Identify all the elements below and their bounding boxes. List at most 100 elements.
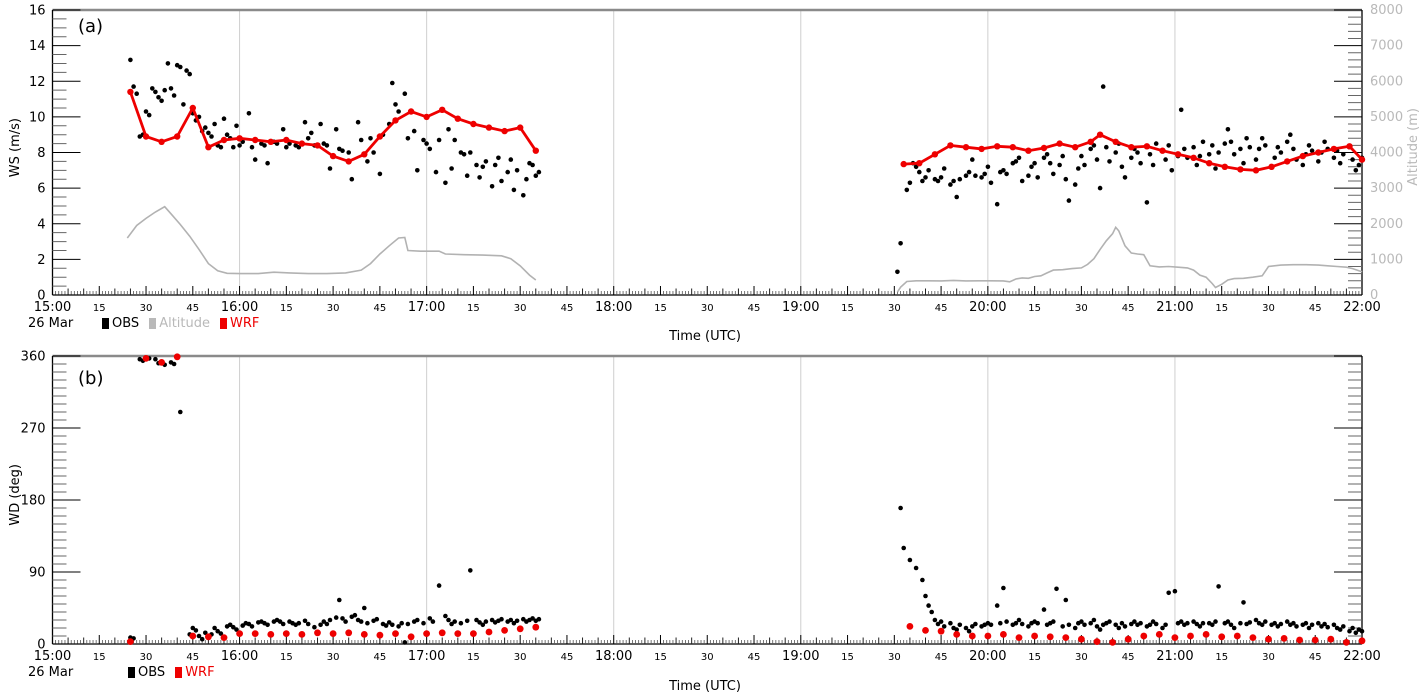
panel-a-label: (a)	[78, 16, 104, 37]
svg-text:16:00: 16:00	[221, 300, 258, 315]
svg-text:15: 15	[93, 652, 106, 663]
svg-text:19:00: 19:00	[782, 300, 819, 315]
svg-text:4000: 4000	[1370, 146, 1403, 161]
legend-item-wrf: WRF	[220, 316, 259, 331]
panel-b-y-axis-title: WD (deg)	[8, 464, 23, 526]
svg-text:15: 15	[467, 303, 480, 314]
svg-text:14: 14	[29, 39, 46, 54]
svg-text:2000: 2000	[1370, 217, 1403, 232]
svg-text:45: 45	[374, 652, 387, 663]
svg-text:6: 6	[37, 182, 45, 197]
panel-b-label: (b)	[78, 368, 104, 389]
panel-a-x-labels: 15:00 16:00 17:00 18:00 19:00 20:00 21:00 22:00…	[34, 300, 1381, 315]
altitude-swatch	[149, 318, 157, 329]
panel-b-right-ticks	[1334, 355, 1362, 645]
svg-text:17:00: 17:00	[408, 300, 445, 315]
svg-text:19:00: 19:00	[782, 649, 819, 664]
svg-text:6000: 6000	[1370, 74, 1403, 89]
svg-text:45: 45	[374, 303, 387, 314]
svg-text:3000: 3000	[1370, 181, 1403, 196]
panel-b-legend: OBS WRF	[128, 665, 215, 680]
panel-a: 0 1000 2000 3000 4000 5000 6000 7000 8000 0 2 4 6 8 10…	[29, 3, 1403, 315]
svg-text:45: 45	[1309, 303, 1322, 314]
svg-text:0: 0	[1370, 288, 1378, 303]
wrf-swatch-b	[175, 667, 183, 678]
svg-text:15: 15	[93, 303, 106, 314]
svg-text:180: 180	[21, 494, 46, 509]
svg-text:17:00: 17:00	[408, 649, 445, 664]
svg-text:45: 45	[561, 303, 574, 314]
svg-text:15:00: 15:00	[34, 649, 71, 664]
svg-text:2: 2	[37, 253, 45, 268]
svg-text:30: 30	[514, 652, 527, 663]
panel-a-series-obs	[128, 57, 1365, 275]
svg-text:30: 30	[1262, 303, 1275, 314]
svg-text:15: 15	[1215, 652, 1228, 663]
svg-text:8000: 8000	[1370, 3, 1403, 18]
panel-b-y-labels: 0 90 180 270 360	[21, 350, 46, 653]
svg-text:45: 45	[186, 652, 199, 663]
legend-item-altitude: Altitude	[149, 316, 210, 331]
panel-b-gridlines	[239, 356, 1176, 644]
panel-a-date-label: 26 Mar	[28, 316, 74, 331]
svg-text:30: 30	[1262, 652, 1275, 663]
panel-a-legend: OBS Altitude WRF	[102, 316, 259, 331]
svg-text:360: 360	[21, 350, 46, 365]
svg-text:15: 15	[1215, 303, 1228, 314]
svg-text:15: 15	[280, 303, 293, 314]
legend-label-altitude: Altitude	[159, 316, 210, 331]
svg-text:16: 16	[29, 4, 46, 19]
svg-text:30: 30	[888, 652, 901, 663]
svg-text:0: 0	[37, 638, 45, 653]
panel-a-series-altitude	[126, 205, 1363, 293]
svg-text:30: 30	[140, 652, 153, 663]
svg-text:45: 45	[561, 652, 574, 663]
svg-text:270: 270	[21, 422, 46, 437]
svg-text:5000: 5000	[1370, 110, 1403, 125]
svg-text:15: 15	[841, 652, 854, 663]
svg-text:21:00: 21:00	[1156, 649, 1193, 664]
svg-text:30: 30	[327, 652, 340, 663]
obs-swatch-b	[128, 667, 135, 678]
panel-b-series-wrf	[126, 353, 1366, 646]
svg-text:30: 30	[514, 303, 527, 314]
svg-text:15: 15	[1028, 652, 1041, 663]
legend-label-obs-b: OBS	[138, 665, 166, 680]
panel-a-series-wrf	[127, 88, 1366, 174]
svg-text:30: 30	[701, 652, 714, 663]
panel-a-x-axis-title: Time (UTC)	[669, 329, 741, 344]
svg-text:20:00: 20:00	[969, 649, 1006, 664]
panel-b-x-labels: 15:00 16:00 17:00 18:00 19:00 20:00 21:00 22:00…	[34, 649, 1381, 664]
panel-a-y-labels: 0 2 4 6 8 10 12 14 16	[29, 4, 46, 304]
wrf-swatch	[220, 318, 227, 329]
svg-text:10: 10	[29, 110, 46, 125]
svg-text:4: 4	[37, 217, 45, 232]
svg-text:45: 45	[1122, 303, 1135, 314]
panel-a-right-ticks: 0 1000 2000 3000 4000 5000 6000 7000 8000	[1334, 3, 1403, 303]
svg-text:45: 45	[748, 303, 761, 314]
panel-b-y-ticks	[52, 355, 81, 645]
svg-text:22:00: 22:00	[1343, 300, 1380, 315]
legend-label-wrf-b: WRF	[185, 665, 215, 680]
svg-text:15:00: 15:00	[34, 300, 71, 315]
legend-item-obs-b: OBS	[128, 665, 165, 680]
legend-label-obs: OBS	[112, 316, 140, 331]
svg-text:45: 45	[186, 303, 199, 314]
svg-text:15: 15	[1028, 303, 1041, 314]
legend-item-obs: OBS	[102, 316, 139, 331]
svg-text:18:00: 18:00	[595, 300, 632, 315]
panel-a-y-axis-title: WS (m/s)	[8, 118, 23, 178]
svg-text:15: 15	[841, 303, 854, 314]
legend-item-wrf-b: WRF	[175, 665, 215, 680]
panel-a-y-ticks	[52, 9, 81, 296]
svg-text:20:00: 20:00	[969, 300, 1006, 315]
svg-text:45: 45	[1309, 652, 1322, 663]
svg-text:30: 30	[1075, 303, 1088, 314]
svg-text:15: 15	[654, 652, 667, 663]
svg-text:45: 45	[935, 652, 948, 663]
panel-b-x-ticks	[52, 635, 1363, 644]
svg-text:90: 90	[29, 566, 46, 581]
panel-a-x-ticks	[52, 286, 1363, 295]
